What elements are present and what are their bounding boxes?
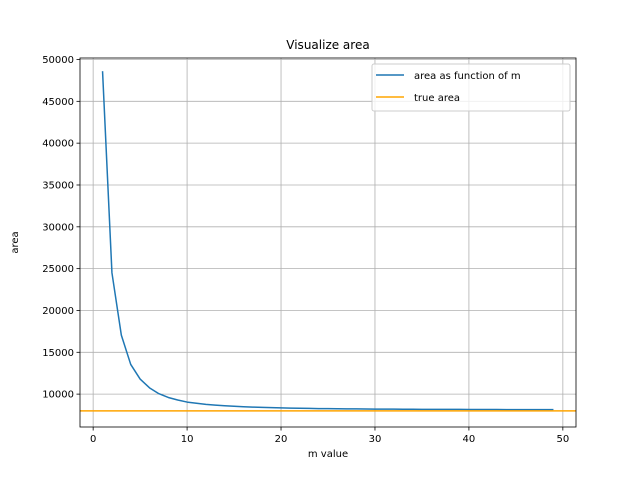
y-axis-label: area: [10, 231, 21, 253]
series-lines: [80, 71, 576, 412]
y-tick-label: 35000: [42, 180, 74, 191]
axes-frame: [79, 57, 577, 428]
chart-title: Visualize area: [286, 38, 369, 52]
legend: area as function of m true area: [371, 63, 571, 112]
x-tick-label: 40: [463, 434, 476, 445]
x-tick-label: 10: [181, 434, 194, 445]
legend-label-series-1: area as function of m: [414, 71, 521, 82]
x-tick-label: 0: [90, 434, 96, 445]
series-line-1: [101, 71, 554, 411]
grid: [80, 58, 576, 427]
x-axis-label: m value: [308, 449, 348, 460]
x-tick-label: 50: [556, 434, 569, 445]
y-tick-label: 50000: [42, 55, 74, 66]
x-tick-label: 30: [369, 434, 382, 445]
y-tick-label: 15000: [42, 348, 74, 359]
y-tick-label: 25000: [42, 264, 74, 275]
legend-box: [371, 63, 571, 112]
y-tick-label: 40000: [42, 139, 74, 150]
y-tick-label: 20000: [42, 306, 74, 317]
y-tick-label: 45000: [42, 97, 74, 108]
x-tick-label: 20: [275, 434, 288, 445]
legend-label-series-2: true area: [414, 93, 460, 104]
y-tick-label: 30000: [42, 222, 74, 233]
y-tick-label: 10000: [42, 390, 74, 401]
ticks: 0 10 20 30 40 50 10000 15000 20000 25000 30000 3500…: [42, 55, 569, 445]
